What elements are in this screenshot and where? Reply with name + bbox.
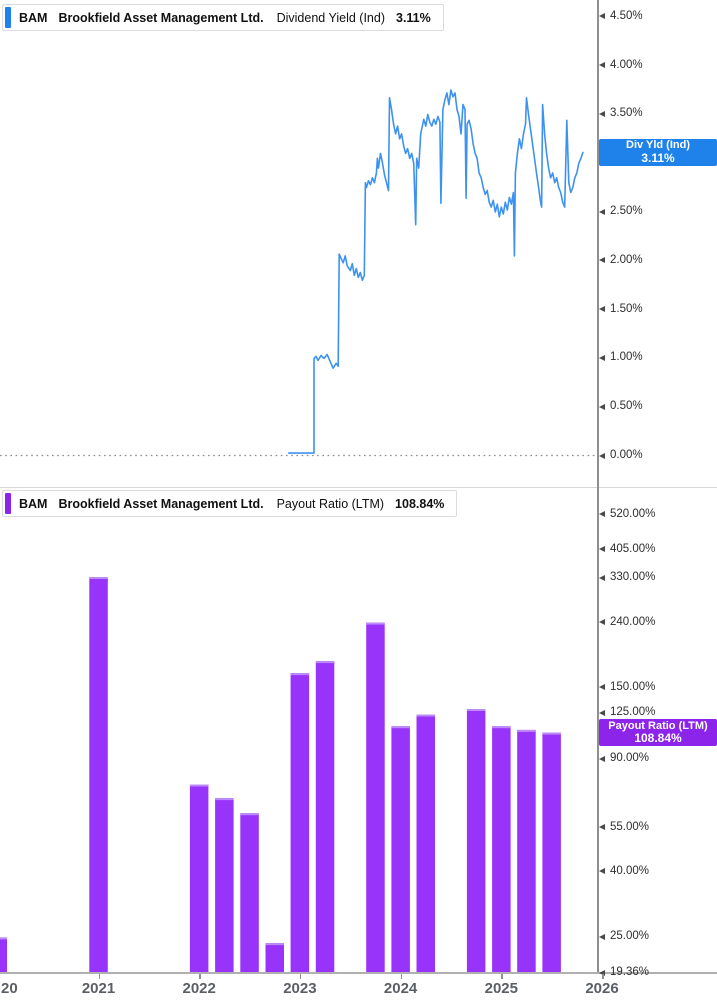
payout-ratio-bar-cap — [265, 943, 284, 946]
payout-accent-bar — [5, 493, 11, 514]
payout-ratio-bar-cap — [215, 798, 234, 801]
dividend-yield-axis-flag: Div Yld (Ind) 3.11% — [599, 138, 717, 166]
payout-ratio-bar-cap — [466, 709, 486, 711]
metric-value: 3.11% — [396, 10, 431, 25]
payout-ratio-bar — [517, 729, 536, 972]
payout-ratio-bar — [466, 709, 486, 972]
ticker-symbol: BAM — [19, 496, 48, 511]
metric-name: Dividend Yield (Ind) — [276, 10, 385, 25]
payout-ratio-bar-cap — [0, 937, 7, 940]
payout-ratio-bar — [0, 937, 7, 972]
payout-ratio-bar — [315, 661, 335, 972]
company-name: Brookfield Asset Management Ltd. — [58, 496, 264, 511]
dividend-accent-bar — [5, 7, 11, 28]
payout-ratio-bar-cap — [366, 622, 385, 625]
payout-ratio-bar-cap — [189, 784, 209, 787]
payout-ratio-bar-cap — [517, 729, 536, 732]
flag-value: 3.11% — [641, 150, 675, 165]
payout-ratio-bar-cap — [315, 661, 335, 664]
payout-ratio-axis-flag: Payout Ratio (LTM) 108.84% — [599, 719, 717, 747]
flag-label: Div Yld (Ind) — [626, 139, 690, 152]
payout-ratio-bar-cap — [492, 726, 511, 729]
flag-label: Payout Ratio (LTM) — [608, 719, 708, 732]
flag-value: 108.84% — [634, 731, 682, 746]
dividend-panel-header: BAM Brookfield Asset Management Ltd. Div… — [2, 4, 444, 31]
metric-name: Payout Ratio (LTM) — [276, 496, 385, 511]
payout-ratio-bar — [215, 798, 234, 972]
payout-ratio-bar — [416, 714, 435, 972]
company-name: Brookfield Asset Management Ltd. — [58, 10, 264, 25]
metric-value: 108.84% — [395, 496, 445, 511]
payout-ratio-bar — [492, 726, 511, 972]
payout-panel-header: BAM Brookfield Asset Management Ltd. Pay… — [2, 490, 458, 517]
payout-ratio-bar — [366, 622, 385, 972]
ticker-symbol: BAM — [19, 10, 48, 25]
payout-ratio-bar-cap — [542, 732, 561, 735]
payout-ratio-bar — [391, 726, 410, 972]
payout-ratio-bar — [89, 577, 108, 972]
payout-ratio-bar-cap — [416, 714, 435, 717]
payout-ratio-bar-cap — [290, 673, 310, 676]
payout-ratio-bar — [290, 673, 310, 972]
payout-ratio-bar — [189, 784, 209, 972]
dividend-yield-line — [287, 89, 584, 454]
payout-ratio-bar — [542, 732, 561, 972]
payout-ratio-bar-cap — [240, 813, 259, 816]
payout-ratio-bar-cap — [391, 726, 410, 729]
payout-ratio-bar-cap — [89, 577, 108, 579]
payout-ratio-bar — [240, 813, 259, 972]
payout-ratio-bar — [265, 943, 284, 972]
